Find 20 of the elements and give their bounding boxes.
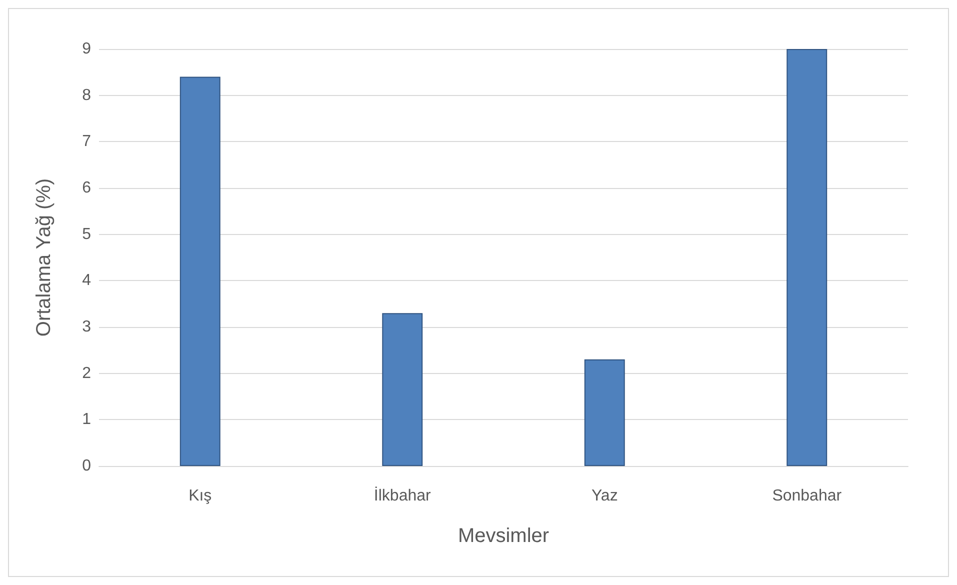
y-axis-title: Ortalama Yağ (%) (33, 178, 55, 337)
x-axis-title: Mevsimler (458, 525, 550, 547)
bar (584, 359, 625, 466)
y-tick-label: 3 (82, 318, 92, 336)
bar (180, 76, 220, 466)
x-tick-label: Kış (188, 488, 212, 504)
y-tick-label: 5 (82, 226, 92, 243)
y-tick-label: 4 (82, 272, 92, 290)
y-tick-label: 8 (82, 86, 92, 104)
y-tick-label: 9 (82, 40, 92, 58)
x-tick-label: Sonbahar (772, 488, 842, 504)
x-tick-label: Yaz (591, 488, 618, 504)
y-tick-label: 7 (82, 133, 92, 150)
bar (786, 49, 828, 466)
y-tick-label: 2 (82, 364, 92, 382)
y-tick-label: 6 (82, 180, 92, 196)
bar (382, 313, 423, 466)
y-tick-label: 0 (82, 458, 92, 474)
y-tick-label: 1 (82, 411, 92, 428)
x-tick-label: İlkbahar (374, 486, 432, 504)
